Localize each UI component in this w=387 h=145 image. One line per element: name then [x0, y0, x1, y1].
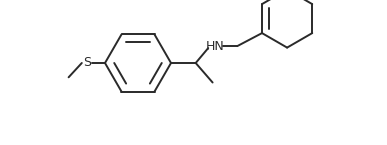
Text: HN: HN [206, 40, 224, 53]
Text: S: S [83, 57, 91, 69]
